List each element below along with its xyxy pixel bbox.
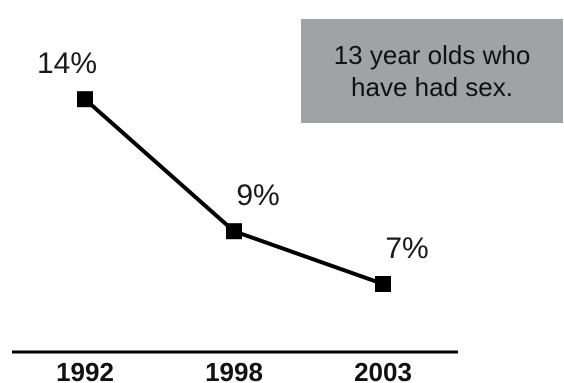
x-tick-label-2003: 2003	[354, 357, 412, 383]
series-line	[83, 97, 384, 286]
data-point-1992	[77, 91, 93, 108]
x-tick-label-1998: 1998	[205, 357, 263, 383]
data-label-2003: 7%	[385, 232, 428, 265]
data-label-1998: 9%	[236, 179, 279, 212]
chart-title-box: 13 year olds who have had sex.	[301, 19, 563, 123]
x-tick-label-1992: 1992	[56, 357, 114, 383]
chart-title: 13 year olds who have had sex.	[333, 39, 531, 103]
data-label-1992: 14%	[37, 47, 97, 80]
data-point-1998	[226, 223, 242, 240]
data-point-2003	[375, 276, 391, 292]
